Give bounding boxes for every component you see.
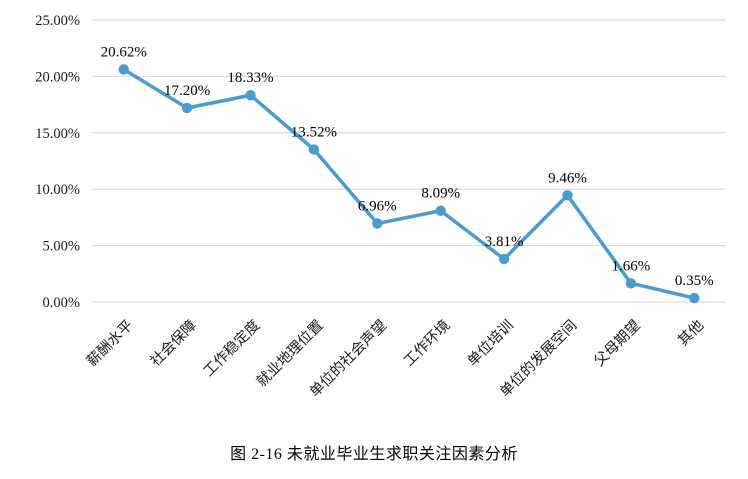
y-axis-tick-label: 5.00% bbox=[43, 239, 80, 255]
x-axis-category-label: 薪酬水平 bbox=[83, 317, 136, 370]
data-point-marker bbox=[498, 253, 510, 265]
data-line-series bbox=[121, 67, 697, 300]
data-label: 9.46% bbox=[548, 170, 587, 186]
data-label: 18.33% bbox=[227, 70, 273, 86]
data-label: 8.09% bbox=[421, 186, 460, 202]
data-point-marker bbox=[372, 218, 383, 229]
chart-area: 0.00% 5.00% 10.00% 15.00% 20.00% 25.00% 20.62%… bbox=[35, 13, 726, 401]
data-label: 6.96% bbox=[358, 198, 397, 214]
y-axis-tick-label: 0.00% bbox=[43, 295, 80, 311]
data-point-marker bbox=[625, 278, 637, 289]
data-point-marker bbox=[689, 292, 700, 304]
data-point-marker bbox=[562, 190, 573, 201]
figure-caption: 图 2-16 未就业毕业生求职关注因素分析 bbox=[230, 446, 518, 463]
x-axis-category-label: 其他 bbox=[675, 317, 708, 350]
data-point-marker bbox=[181, 102, 193, 114]
x-axis-category-label: 父母期望 bbox=[591, 317, 644, 370]
x-axis-category-label: 工作稳定度 bbox=[200, 317, 263, 380]
data-label: 0.35% bbox=[675, 273, 714, 289]
line-chart: 0.00% 5.00% 10.00% 15.00% 20.00% 25.00% 20.62%… bbox=[35, 13, 726, 401]
x-axis-category-label: 社会保障 bbox=[146, 316, 200, 370]
data-point-marker bbox=[308, 144, 320, 155]
data-label: 13.52% bbox=[291, 124, 337, 140]
y-axis-tick-label: 25.00% bbox=[35, 13, 80, 29]
x-axis-category-label: 单位培训 bbox=[464, 317, 517, 370]
data-point-marker bbox=[435, 205, 446, 216]
data-label: 20.62% bbox=[101, 44, 147, 60]
y-axis-tick-label: 20.00% bbox=[35, 69, 80, 85]
y-axis-tick-label: 10.00% bbox=[35, 182, 80, 198]
data-point-marker bbox=[118, 64, 129, 75]
data-label: 3.81% bbox=[485, 234, 524, 250]
x-axis-category-label: 工作环境 bbox=[400, 316, 454, 370]
data-label: 1.66% bbox=[612, 258, 651, 274]
data-point-marker bbox=[245, 90, 256, 101]
data-label: 17.20% bbox=[164, 83, 210, 99]
y-axis-tick-label: 15.00% bbox=[35, 126, 80, 142]
